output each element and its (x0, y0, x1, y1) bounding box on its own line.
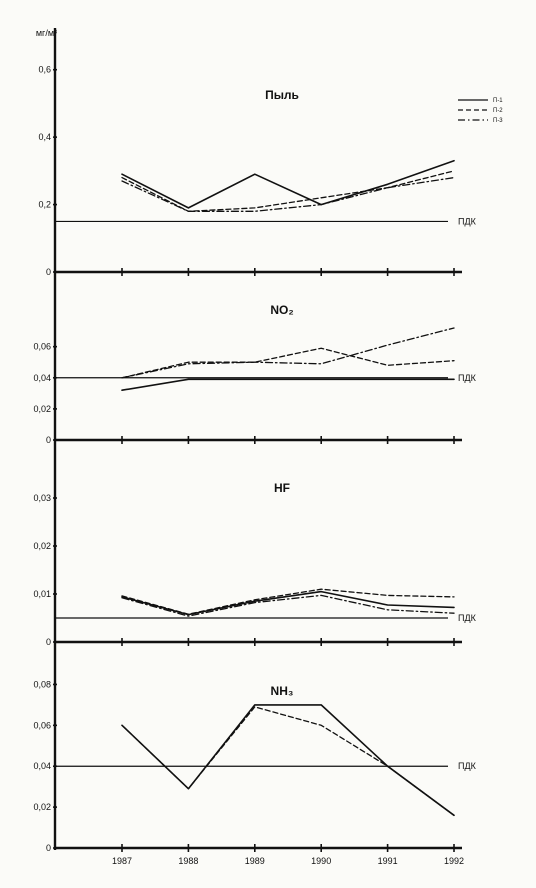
y-tick-label: 0,02 (33, 404, 51, 414)
series-line (121, 176, 455, 212)
legend-label: П-2 (493, 108, 503, 114)
series-line (121, 588, 455, 615)
series-line (121, 706, 455, 816)
panel-title: NO₂ (270, 303, 293, 317)
y-tick-label: 0,08 (33, 679, 51, 689)
y-tick-label: 0,01 (33, 589, 51, 599)
x-tick-label: 1990 (311, 856, 331, 866)
y-tick-label: 0,2 (38, 200, 51, 210)
panel-title: NH₃ (271, 684, 294, 698)
y-tick-label: 0,02 (33, 541, 51, 551)
legend-label: П-3 (493, 118, 503, 124)
series-line (121, 327, 455, 379)
y-tick-label: 0,04 (33, 761, 51, 771)
pdk-label: ПДК (458, 216, 477, 226)
series-line (121, 594, 455, 617)
panel-title: Пыль (265, 88, 299, 102)
y-tick-label: 0,4 (38, 132, 51, 142)
y-tick-label: 0 (46, 637, 51, 647)
x-tick-label: 1991 (378, 856, 398, 866)
pdk-label: ПДК (458, 373, 477, 383)
series-line (121, 159, 455, 209)
series-line (121, 347, 455, 379)
y-unit-label: мг/м³ (36, 28, 57, 38)
x-tick-label: 1988 (178, 856, 198, 866)
series-line (121, 170, 455, 212)
series-line (121, 704, 455, 817)
legend-label: П-1 (493, 98, 503, 104)
y-tick-label: 0,04 (33, 373, 51, 383)
y-tick-label: 0 (46, 267, 51, 277)
y-tick-label: 0,03 (33, 493, 51, 503)
y-tick-label: 0,06 (33, 720, 51, 730)
y-tick-label: 0 (46, 843, 51, 853)
series-line (121, 378, 455, 392)
y-tick-label: 0 (46, 435, 51, 445)
x-tick-label: 1987 (112, 856, 132, 866)
pdk-label: ПДК (458, 761, 477, 771)
x-tick-label: 1992 (444, 856, 464, 866)
y-tick-label: 0,06 (33, 342, 51, 352)
y-tick-label: 0,6 (38, 65, 51, 75)
panel-title: HF (274, 481, 290, 495)
y-tick-label: 0,02 (33, 802, 51, 812)
pdk-label: ПДК (458, 613, 477, 623)
x-tick-label: 1989 (245, 856, 265, 866)
